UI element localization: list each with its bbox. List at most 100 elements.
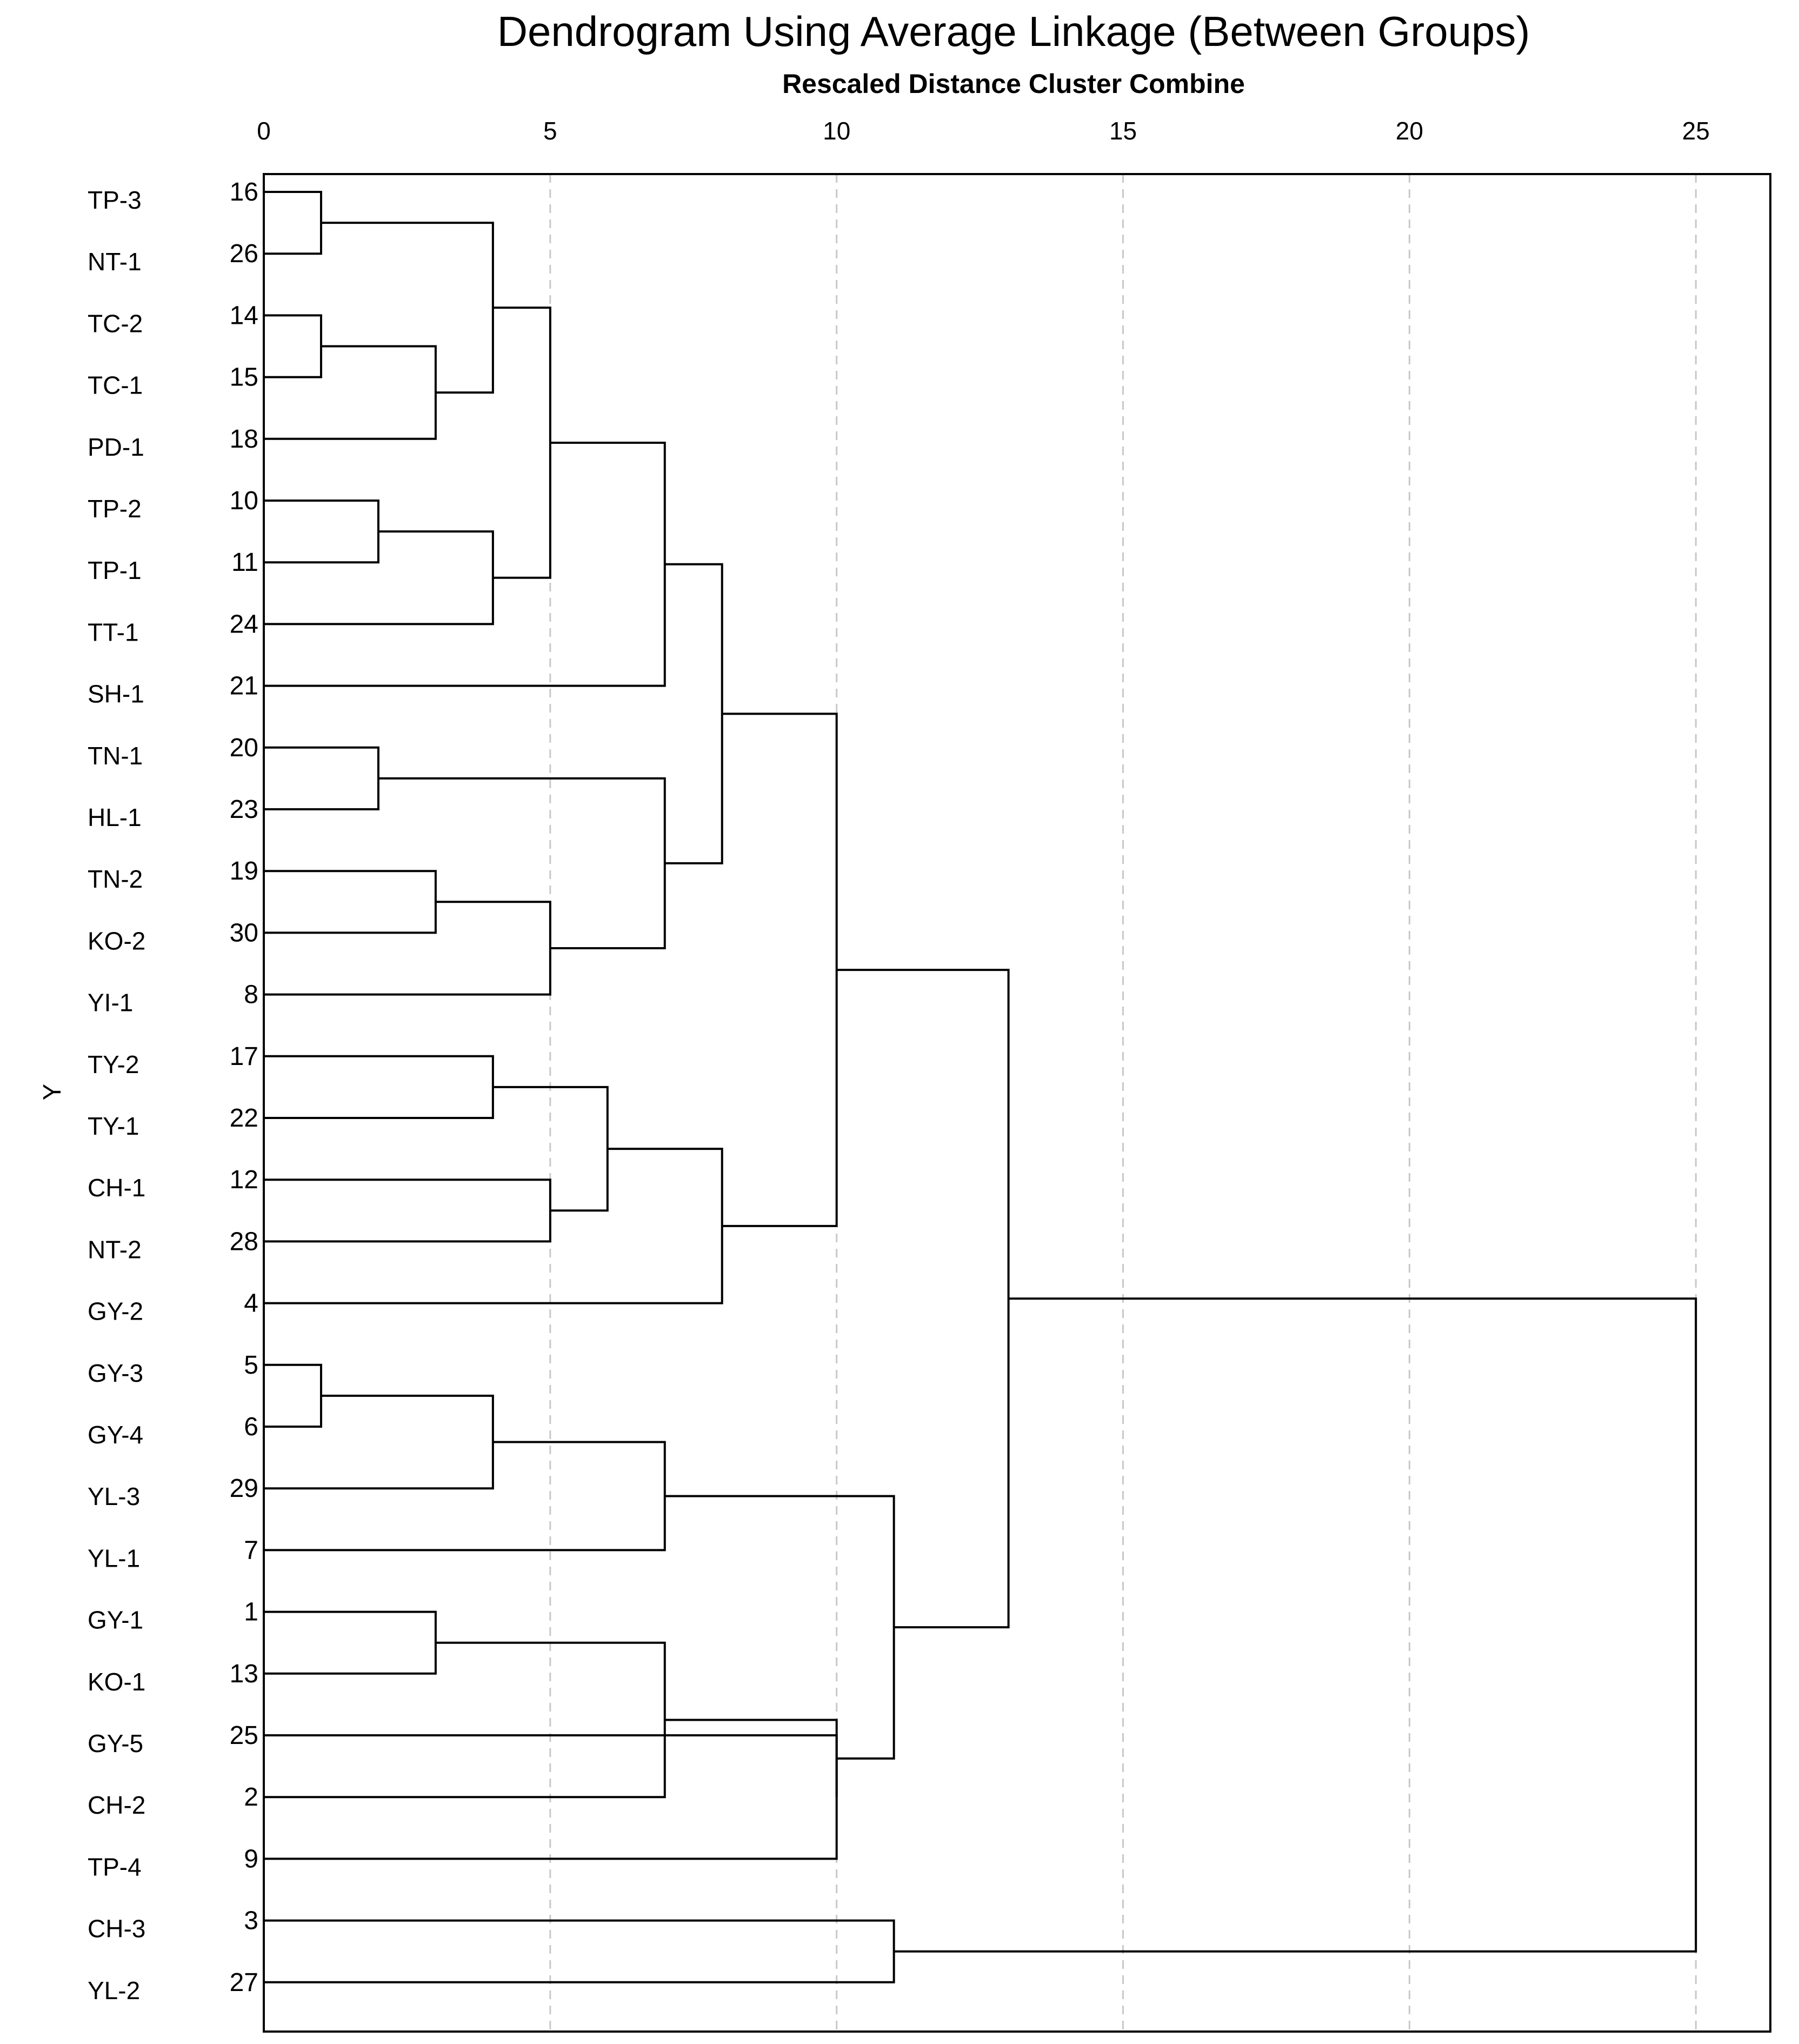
leaf-case-number: 10 — [230, 487, 258, 515]
leaf-case-number: 18 — [230, 425, 258, 454]
leaf-name: GY-4 — [88, 1421, 143, 1449]
leaf-name: NT-1 — [88, 248, 142, 276]
leaf-name: GY-5 — [88, 1729, 143, 1757]
leaf-case-number: 14 — [230, 301, 258, 330]
dendrogram-link — [264, 441, 666, 687]
leaf-name: CH-2 — [88, 1791, 145, 1819]
leaf-name: TN-2 — [88, 865, 143, 893]
y-axis-label: Y — [38, 1084, 66, 1101]
dendrogram-link — [378, 777, 666, 949]
leaf-case-number: 2 — [244, 1783, 258, 1812]
leaf-name: TC-1 — [88, 371, 143, 400]
leaf-name: TP-2 — [88, 495, 142, 523]
dendrogram-link — [264, 1179, 551, 1243]
leaf-name: TP-3 — [88, 186, 142, 214]
dendrogram-link — [264, 530, 494, 625]
leaf-name: PD-1 — [88, 433, 144, 461]
leaf-name: TT-1 — [88, 618, 139, 646]
dendrogram-link — [264, 345, 437, 440]
chart-subtitle: Rescaled Distance Cluster Combine — [782, 69, 1245, 99]
leaf-case-number: 1 — [244, 1598, 258, 1627]
leaf-name: YI-1 — [88, 989, 133, 1017]
chart-title: Dendrogram Using Average Linkage (Betwee… — [497, 8, 1530, 55]
dendrogram-link — [722, 713, 838, 1227]
leaf-name: GY-2 — [88, 1297, 143, 1326]
leaf-case-number: 19 — [230, 857, 258, 885]
leaf-name: TC-2 — [88, 309, 143, 337]
x-tick-label: 25 — [1682, 117, 1710, 145]
dendrogram-link — [492, 307, 551, 579]
leaf-case-number: 20 — [230, 734, 258, 762]
dendrogram-links — [264, 191, 1697, 1983]
dendrogram-link — [264, 191, 322, 255]
leaf-name: CH-3 — [88, 1915, 145, 1943]
leaf-case-number: 3 — [244, 1907, 258, 1935]
leaf-case-number: 5 — [244, 1351, 258, 1380]
leaf-name: YL-2 — [88, 1976, 140, 2005]
leaf-name: HL-1 — [88, 803, 142, 831]
dendrogram-link — [836, 969, 1010, 1629]
leaf-name: GY-1 — [88, 1606, 143, 1634]
dendrogram-link — [321, 222, 494, 394]
leaf-case-number: 7 — [244, 1536, 258, 1564]
leaf-case-number: 15 — [230, 363, 258, 392]
x-tick-label: 15 — [1109, 117, 1137, 145]
leaf-case-number: 28 — [230, 1227, 258, 1256]
leaf-case-number: 24 — [230, 610, 258, 638]
leaf-name: TP-1 — [88, 556, 142, 584]
dendrogram-link — [264, 500, 379, 564]
leaf-case-number: 26 — [230, 239, 258, 268]
dendrogram-link — [264, 1919, 895, 1983]
leaf-case-number: 11 — [231, 548, 258, 577]
dendrogram-link — [264, 1148, 723, 1304]
x-tick-label: 20 — [1396, 117, 1423, 145]
leaf-case-number: 17 — [230, 1042, 258, 1071]
dendrogram-link — [264, 1394, 494, 1490]
leaf-name: SH-1 — [88, 680, 144, 708]
leaf-case-number: 6 — [244, 1413, 258, 1441]
leaf-name: GY-3 — [88, 1359, 143, 1387]
plot-frame — [263, 173, 1771, 2033]
dendrogram-link — [264, 1441, 666, 1552]
dendrogram-link — [264, 870, 437, 934]
leaf-case-number: 30 — [230, 918, 258, 947]
leaf-case-number: 12 — [230, 1166, 258, 1194]
leaf-case-number: 22 — [230, 1104, 258, 1133]
dendrogram-link — [264, 901, 551, 996]
leaf-case-number: 13 — [230, 1660, 258, 1688]
leaf-case-number: 16 — [230, 178, 258, 207]
leaf-case-number: 8 — [244, 981, 258, 1009]
leaf-name: TY-1 — [88, 1112, 139, 1140]
leaf-name: KO-1 — [88, 1668, 145, 1696]
leaf-name: YL-3 — [88, 1482, 140, 1510]
dendrogram-link — [264, 1055, 494, 1119]
dendrogram-link — [264, 746, 379, 810]
leaf-name: NT-2 — [88, 1235, 142, 1263]
leaf-name: CH-1 — [88, 1174, 145, 1202]
leaf-case-number: 29 — [230, 1474, 258, 1503]
dendrogram-link — [664, 563, 723, 864]
dendrogram-link — [264, 1610, 437, 1675]
dendrogram-link — [264, 314, 322, 378]
dendrogram-link — [264, 1641, 666, 1799]
x-tick-label: 0 — [257, 117, 271, 145]
leaf-name: TP-4 — [88, 1853, 142, 1881]
leaf-name: KO-2 — [88, 927, 145, 955]
leaf-case-number: 25 — [230, 1721, 258, 1750]
dendrogram-link — [264, 1363, 322, 1428]
leaf-case-number: 21 — [230, 672, 258, 701]
leaf-case-number: 23 — [230, 795, 258, 824]
leaf-case-number: 4 — [244, 1289, 258, 1318]
leaf-case-number: 9 — [244, 1845, 258, 1873]
leaf-case-number: 27 — [230, 1968, 258, 1997]
leaf-name: TY-2 — [88, 1050, 139, 1078]
x-tick-label: 5 — [543, 117, 557, 145]
leaf-name: YL-1 — [88, 1544, 140, 1572]
dendrogram-link — [894, 1297, 1697, 1953]
x-tick-label: 10 — [823, 117, 850, 145]
dendrogram-link — [664, 1719, 838, 1797]
x-axis-ticks: 0 5 10 15 20 25 — [257, 117, 1710, 145]
grid-lines — [549, 174, 1697, 2032]
